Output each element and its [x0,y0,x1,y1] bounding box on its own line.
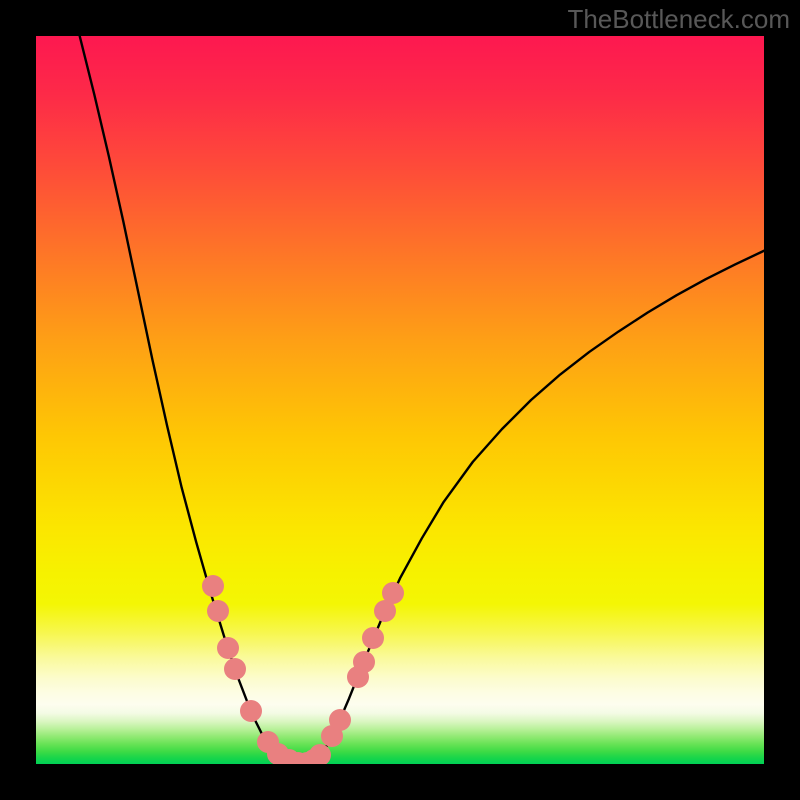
curve-right [305,251,764,763]
chart-canvas: TheBottleneck.com [0,0,800,800]
marker-point [353,651,375,673]
marker-point [382,582,404,604]
curve-left [80,36,306,763]
marker-point [202,575,224,597]
marker-point [329,709,351,731]
marker-point [207,600,229,622]
marker-point [217,637,239,659]
marker-point [240,700,262,722]
marker-point [224,658,246,680]
plot-area [36,36,764,764]
marker-point [309,744,331,764]
curve-layer [36,36,764,764]
watermark-label: TheBottleneck.com [567,4,790,35]
marker-point [362,627,384,649]
